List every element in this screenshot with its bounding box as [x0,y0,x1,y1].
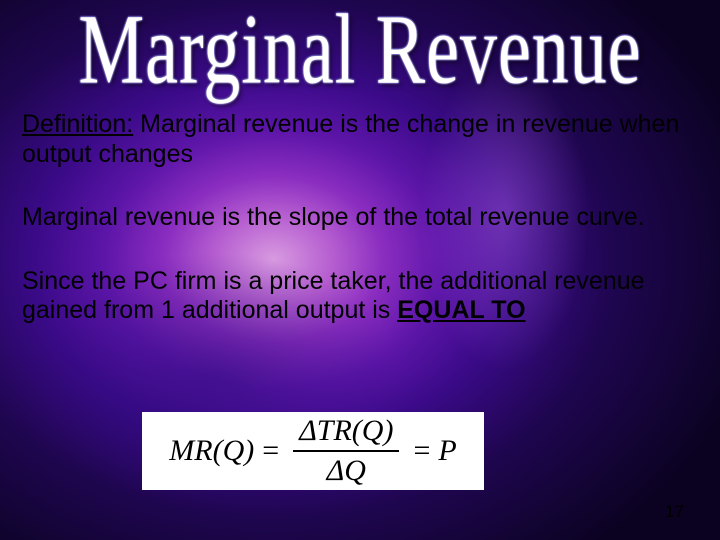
slide-title: Marginal Revenue [0,0,720,100]
equals-sign-1: = [262,434,279,468]
fraction-numerator: ΔTR(Q) [293,414,399,452]
para3-text-a: Since the PC firm is a price taker, the … [22,267,645,325]
formula-rhs: P [438,434,456,468]
paragraph-2: Marginal revenue is the slope of the tot… [22,203,704,233]
page-number: 17 [665,502,684,522]
definition-label: Definition: [22,110,133,138]
formula-box: MR(Q) = ΔTR(Q) ΔQ = P [142,412,484,490]
definition-paragraph: Definition: Marginal revenue is the chan… [22,110,704,169]
slide-body: Definition: Marginal revenue is the chan… [22,110,704,360]
fraction-denominator: ΔQ [321,452,372,488]
formula-lhs: MR(Q) [169,434,254,468]
slide: Marginal Revenue Definition: Marginal re… [0,0,720,540]
paragraph-3: Since the PC firm is a price taker, the … [22,267,704,326]
equals-sign-2: = [413,434,430,468]
fraction: ΔTR(Q) ΔQ [293,414,399,488]
para3-equal-to: EQUAL TO [397,296,525,324]
